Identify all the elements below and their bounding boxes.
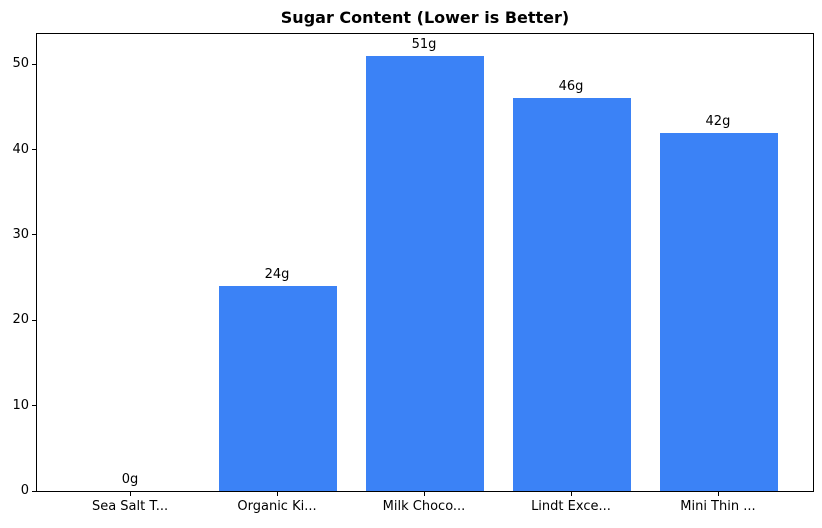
y-tick-label: 10 <box>12 397 29 413</box>
bar-value-label: 42g <box>705 113 731 129</box>
y-tick-mark <box>32 319 36 321</box>
x-tick-mark <box>277 492 279 496</box>
x-tick-mark <box>130 492 132 496</box>
x-tick-mark <box>717 492 719 496</box>
y-tick-mark <box>32 149 36 151</box>
x-tick-label: Milk Choco... <box>382 499 466 514</box>
y-tick-label: 20 <box>12 312 29 328</box>
bar <box>660 132 778 491</box>
y-tick-label: 50 <box>12 56 29 72</box>
bar <box>219 286 337 491</box>
bar-value-label: 0g <box>121 472 139 487</box>
plot-area <box>36 33 814 492</box>
bar-value-label: 46g <box>558 79 584 95</box>
y-tick-mark <box>32 63 36 65</box>
y-tick-label: 40 <box>12 141 29 157</box>
bar <box>513 98 631 491</box>
y-tick-mark <box>32 234 36 236</box>
bar-value-label: 24g <box>264 267 290 283</box>
bar <box>366 55 484 491</box>
y-tick-mark <box>32 405 36 407</box>
bar-value-label: 51g <box>411 36 437 52</box>
x-tick-label: Sea Salt T... <box>91 499 169 514</box>
x-tick-mark <box>424 492 425 496</box>
y-tick-label: 0 <box>20 483 29 498</box>
y-tick-label: 30 <box>12 226 29 242</box>
y-tick-mark <box>32 490 36 492</box>
chart-title: Sugar Content (Lower is Better) <box>280 8 570 27</box>
x-tick-label: Lindt Exce... <box>531 499 611 514</box>
x-tick-mark <box>570 492 572 496</box>
x-tick-label: Mini Thin ... <box>680 499 756 514</box>
x-tick-label: Organic Ki... <box>237 499 317 514</box>
